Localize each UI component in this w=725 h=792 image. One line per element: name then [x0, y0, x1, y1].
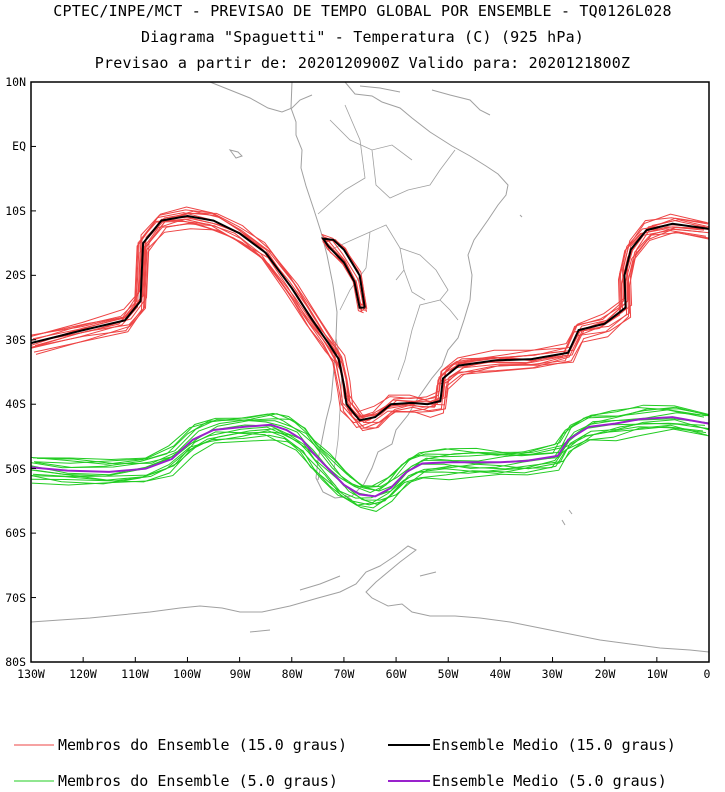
ensemble-mean-5-line	[31, 416, 709, 498]
lon-label-50w: 50W	[438, 667, 459, 681]
south-america-coastline	[290, 82, 509, 499]
ensemble-member-5-line	[36, 408, 709, 489]
lat-label-10s: 10S	[5, 204, 26, 218]
chart-title-line-2: Diagrama "Spaguetti" - Temperatura (C) (…	[140, 28, 585, 46]
axis-ticks	[30, 81, 710, 663]
ensemble-member-5-line	[32, 419, 709, 505]
ensemble-member-5-line	[31, 428, 709, 512]
ensemble-member-5-line	[31, 424, 708, 509]
chart-title-line-3: Previsao a partir de: 2020120900Z Valido…	[94, 54, 631, 72]
ensemble-member-15-line	[31, 206, 709, 413]
lat-label-30s: 30S	[5, 333, 26, 347]
ensemble-member-15-line	[31, 220, 705, 421]
ensemble-member-15-line	[33, 212, 709, 416]
legend-label-members-5: Membros do Ensemble (5.0 graus)	[58, 772, 338, 790]
lon-label-120w: 120W	[69, 667, 97, 681]
ensemble-member-5-line	[31, 422, 706, 499]
lat-label-70s: 70S	[5, 591, 26, 605]
lat-label-eq: EQ	[12, 139, 26, 153]
ensemble-mean-15-line	[31, 214, 709, 422]
legend-label-mean-15: Ensemble Medio (15.0 graus)	[432, 736, 676, 754]
map-area	[31, 82, 709, 653]
central-america-coastline	[209, 82, 491, 116]
chart-title-line-1: CPTEC/INPE/MCT - PREVISAO DE TEMPO GLOBA…	[53, 2, 672, 20]
ensemble-member-15-line	[36, 210, 709, 423]
ensemble-member-15-line	[31, 212, 706, 418]
ensemble-member-5-line	[35, 422, 709, 501]
lon-label-10w: 10W	[647, 667, 668, 681]
lat-label-60s: 60S	[5, 526, 26, 540]
ensemble-member-15-line	[32, 212, 709, 419]
lat-label-50s: 50S	[5, 462, 26, 476]
lon-label-20w: 20W	[595, 667, 616, 681]
lon-label-40w: 40W	[490, 667, 511, 681]
lon-label-80w: 80W	[282, 667, 303, 681]
legend-label-members-15: Membros do Ensemble (15.0 graus)	[58, 736, 347, 754]
lon-label-110w: 110W	[121, 667, 149, 681]
ensemble-member-15-island-line	[321, 237, 365, 314]
lon-label-0: 0	[704, 667, 711, 681]
lon-label-30w: 30W	[542, 667, 563, 681]
lon-label-60w: 60W	[386, 667, 407, 681]
lat-label-20s: 20S	[5, 268, 26, 282]
antarctic-islands	[249, 571, 437, 633]
ensemble-mean-15-island-line	[321, 237, 366, 309]
ensemble-member-5-line	[31, 406, 707, 488]
ensemble-member-15-line	[33, 228, 709, 432]
lon-label-70w: 70W	[334, 667, 355, 681]
legend-label-mean-5: Ensemble Medio (5.0 graus)	[432, 772, 667, 790]
legend: Membros do Ensemble (15.0 graus) Ensembl…	[14, 736, 676, 790]
antarctica-coastline	[31, 545, 709, 653]
map-frame	[30, 81, 710, 663]
lon-label-90w: 90W	[230, 667, 251, 681]
lat-label-10n: 10N	[5, 75, 26, 89]
lon-label-130w: 130W	[17, 667, 45, 681]
lat-label-80s: 80S	[5, 655, 26, 669]
coastlines	[31, 82, 709, 653]
lat-label-40s: 40S	[5, 397, 26, 411]
lon-label-100w: 100W	[173, 667, 201, 681]
